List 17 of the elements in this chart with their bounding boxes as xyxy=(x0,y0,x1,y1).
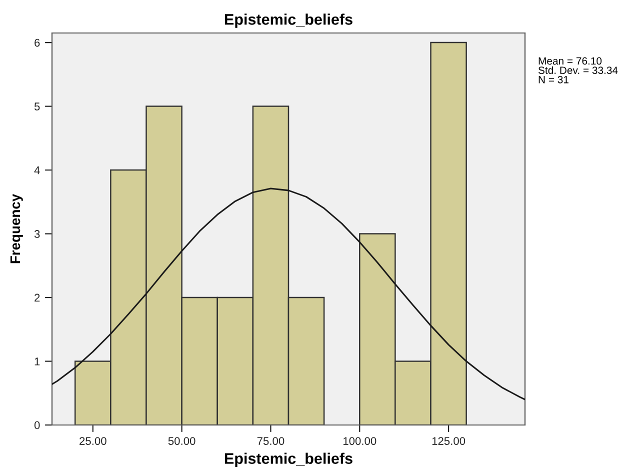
x-tick-label: 50.00 xyxy=(168,437,196,445)
y-tick-label: 2 xyxy=(34,294,40,302)
y-tick-label: 0 xyxy=(34,421,40,430)
y-tick-label: 3 xyxy=(34,230,40,238)
y-tick-label: 1 xyxy=(34,358,40,366)
text: Mean = 76.10 Std. Dev. = 33.34 N = 31 xyxy=(538,57,618,84)
x-tick-label: 75.00 xyxy=(257,437,284,445)
x-tick-label: 100.00 xyxy=(343,437,376,445)
y-tick-label: 6 xyxy=(34,38,40,47)
y-axis-title: Frequency xyxy=(10,194,23,264)
chart-title: Epistemic_beliefs xyxy=(224,14,352,28)
x-tick-label: 125.00 xyxy=(432,437,466,445)
x-axis-title: Epistemic_beliefs xyxy=(224,452,352,467)
x-tick-label: 25.00 xyxy=(80,437,106,445)
y-tick-label: 4 xyxy=(34,166,40,174)
line-series xyxy=(52,188,525,400)
y-tick-label: 5 xyxy=(34,102,40,110)
